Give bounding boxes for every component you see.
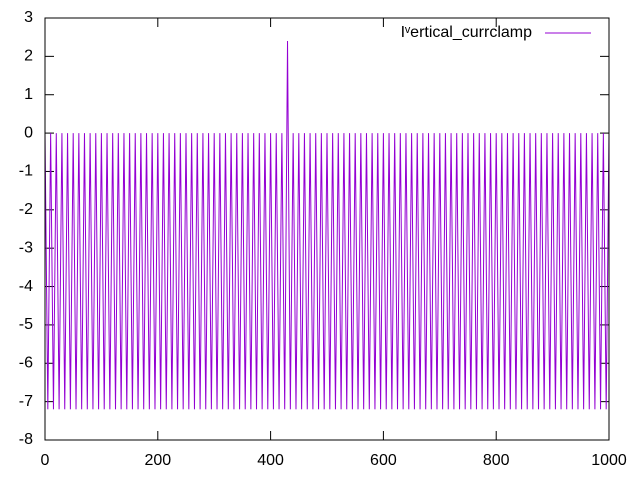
x-tick-label: 200: [144, 452, 171, 469]
data-line: [44, 41, 610, 410]
y-tick-label: 0: [24, 124, 33, 141]
y-tick-label: 2: [24, 48, 33, 65]
x-tick-label: 800: [483, 452, 510, 469]
y-tick-label: -2: [19, 201, 33, 218]
x-tick-label: 1000: [591, 452, 627, 469]
y-tick-label: -3: [19, 239, 33, 256]
y-tick-label: 1: [24, 86, 33, 103]
y-tick-label: -6: [19, 354, 33, 371]
x-tick-label: 0: [41, 452, 50, 469]
y-tick-label: -7: [19, 393, 33, 410]
x-tick-label: 400: [257, 452, 284, 469]
x-tick-label: 600: [370, 452, 397, 469]
legend-label: Iᵛertical_currclamp: [401, 24, 533, 41]
y-tick-label: -4: [19, 278, 33, 295]
plot-border: [44, 17, 610, 441]
y-tick-label: -5: [19, 316, 33, 333]
y-tick-label: -1: [19, 163, 33, 180]
y-tick-label: 3: [24, 9, 33, 26]
y-tick-label: -8: [19, 431, 33, 448]
